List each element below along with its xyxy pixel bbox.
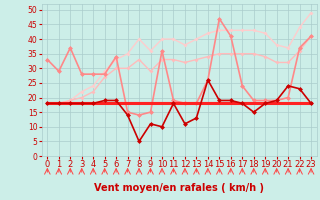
X-axis label: Vent moyen/en rafales ( km/h ): Vent moyen/en rafales ( km/h ): [94, 183, 264, 193]
